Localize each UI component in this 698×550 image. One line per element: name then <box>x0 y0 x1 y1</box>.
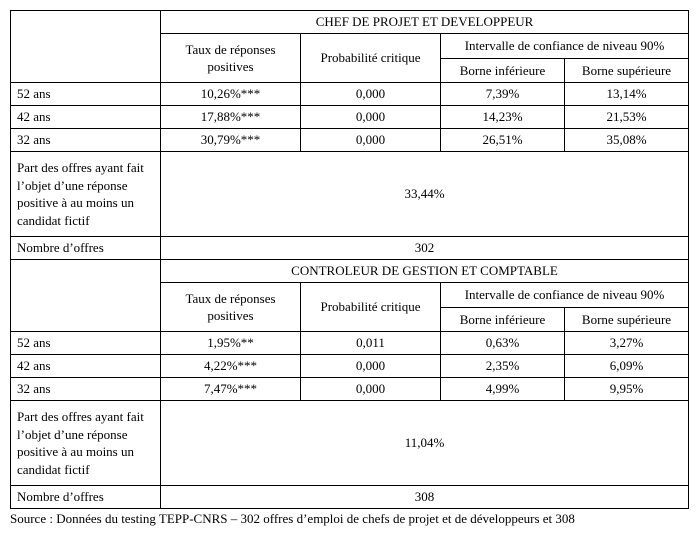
table-row: 42 ans 4,22%*** 0,000 2,35% 6,09% <box>11 355 689 378</box>
cell-prob: 0,000 <box>301 129 441 152</box>
cell-prob: 0,000 <box>301 106 441 129</box>
cell-taux: 4,22%*** <box>161 355 301 378</box>
row-label: 52 ans <box>11 83 161 106</box>
cell-taux: 17,88%*** <box>161 106 301 129</box>
col-prob: Probabilité critique <box>301 283 441 332</box>
cell-prob: 0,011 <box>301 332 441 355</box>
cell-low: 14,23% <box>441 106 565 129</box>
source-note: Source : Données du testing TEPP-CNRS – … <box>10 509 688 527</box>
row-label: 32 ans <box>11 129 161 152</box>
offres-value: 308 <box>161 486 689 509</box>
cell-prob: 0,000 <box>301 83 441 106</box>
table-row: 32 ans 30,79%*** 0,000 26,51% 35,08% <box>11 129 689 152</box>
col-taux: Taux de réponses positives <box>161 283 301 332</box>
section1-title: CHEF DE PROJET ET DEVELOPPEUR <box>161 11 689 34</box>
cell-up: 21,53% <box>565 106 689 129</box>
blank-cell <box>11 260 161 332</box>
col-ci: Intervalle de confiance de niveau 90% <box>441 34 689 59</box>
row-label: 52 ans <box>11 332 161 355</box>
col-prob: Probabilité critique <box>301 34 441 83</box>
table-row: 52 ans 1,95%** 0,011 0,63% 3,27% <box>11 332 689 355</box>
table-row: 32 ans 7,47%*** 0,000 4,99% 9,95% <box>11 378 689 401</box>
col-upper: Borne supérieure <box>565 58 689 83</box>
col-lower: Borne inférieure <box>441 307 565 332</box>
cell-taux: 7,47%*** <box>161 378 301 401</box>
results-table: CHEF DE PROJET ET DEVELOPPEUR Taux de ré… <box>10 10 689 509</box>
cell-up: 6,09% <box>565 355 689 378</box>
part-label: Part des offres ayant fait l’objet d’une… <box>11 401 161 486</box>
cell-low: 7,39% <box>441 83 565 106</box>
cell-low: 4,99% <box>441 378 565 401</box>
row-label: 42 ans <box>11 106 161 129</box>
cell-up: 3,27% <box>565 332 689 355</box>
col-ci: Intervalle de confiance de niveau 90% <box>441 283 689 308</box>
section2-title: CONTROLEUR DE GESTION ET COMPTABLE <box>161 260 689 283</box>
offres-label: Nombre d’offres <box>11 237 161 260</box>
part-label: Part des offres ayant fait l’objet d’une… <box>11 152 161 237</box>
cell-up: 9,95% <box>565 378 689 401</box>
blank-cell <box>11 11 161 83</box>
cell-low: 26,51% <box>441 129 565 152</box>
col-taux: Taux de réponses positives <box>161 34 301 83</box>
cell-taux: 30,79%*** <box>161 129 301 152</box>
cell-taux: 10,26%*** <box>161 83 301 106</box>
table-row: 42 ans 17,88%*** 0,000 14,23% 21,53% <box>11 106 689 129</box>
offres-value: 302 <box>161 237 689 260</box>
part-value: 33,44% <box>161 152 689 237</box>
row-label: 32 ans <box>11 378 161 401</box>
cell-up: 35,08% <box>565 129 689 152</box>
cell-prob: 0,000 <box>301 378 441 401</box>
cell-low: 0,63% <box>441 332 565 355</box>
col-lower: Borne inférieure <box>441 58 565 83</box>
part-value: 11,04% <box>161 401 689 486</box>
cell-prob: 0,000 <box>301 355 441 378</box>
row-label: 42 ans <box>11 355 161 378</box>
cell-up: 13,14% <box>565 83 689 106</box>
cell-low: 2,35% <box>441 355 565 378</box>
table-row: 52 ans 10,26%*** 0,000 7,39% 13,14% <box>11 83 689 106</box>
col-upper: Borne supérieure <box>565 307 689 332</box>
cell-taux: 1,95%** <box>161 332 301 355</box>
offres-label: Nombre d’offres <box>11 486 161 509</box>
